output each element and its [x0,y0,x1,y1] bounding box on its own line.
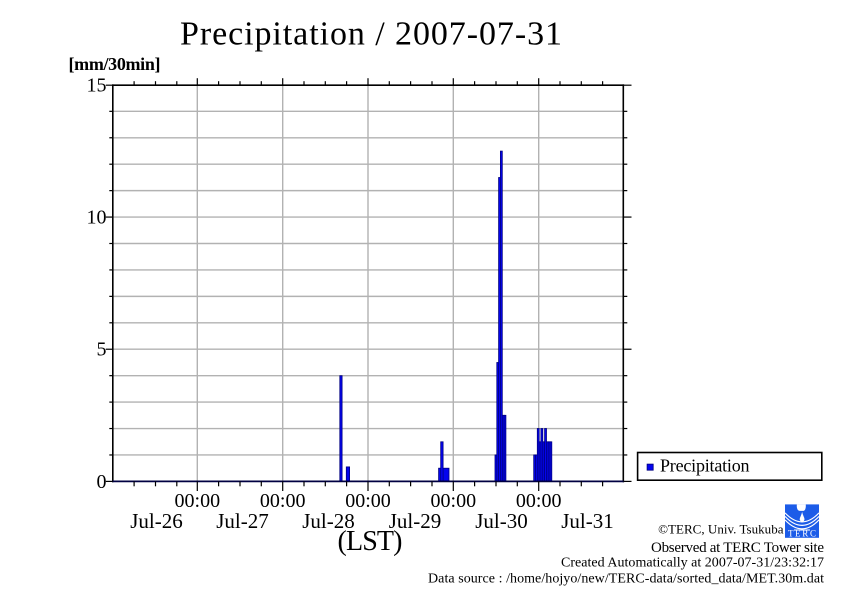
svg-text:10: 10 [87,207,107,229]
svg-text:Observed at TERC Tower site: Observed at TERC Tower site [651,540,824,556]
svg-text:00:00: 00:00 [431,490,477,512]
svg-text:(LST): (LST) [338,526,403,557]
svg-text:Jul-26: Jul-26 [130,509,183,533]
svg-text:Created Automatically at 2007-: Created Automatically at 2007-07-31/23:3… [561,556,824,571]
svg-text:Precipitation: Precipitation [660,456,750,476]
svg-text:©TERC, Univ. Tsukuba: ©TERC, Univ. Tsukuba [658,522,784,537]
svg-text:Jul-31: Jul-31 [561,509,614,533]
svg-text:Precipitation / 2007-07-31: Precipitation / 2007-07-31 [180,16,562,53]
svg-text:Jul-27: Jul-27 [216,509,269,533]
svg-text:Jul-28: Jul-28 [302,509,355,533]
svg-text:T E R C: T E R C [788,528,816,538]
svg-text:00:00: 00:00 [175,490,221,512]
svg-text:5: 5 [97,339,107,361]
svg-text:00:00: 00:00 [345,490,391,512]
svg-text:00:00: 00:00 [260,490,306,512]
svg-text:Jul-30: Jul-30 [475,509,528,533]
svg-text:[mm/30min]: [mm/30min] [69,54,161,74]
svg-text:Jul-29: Jul-29 [389,509,442,533]
svg-text:00:00: 00:00 [516,490,562,512]
svg-text:Data source : /home/hojyo/new/: Data source : /home/hojyo/new/TERC-data/… [428,572,824,587]
svg-text:0: 0 [97,471,107,493]
svg-text:15: 15 [87,75,107,97]
